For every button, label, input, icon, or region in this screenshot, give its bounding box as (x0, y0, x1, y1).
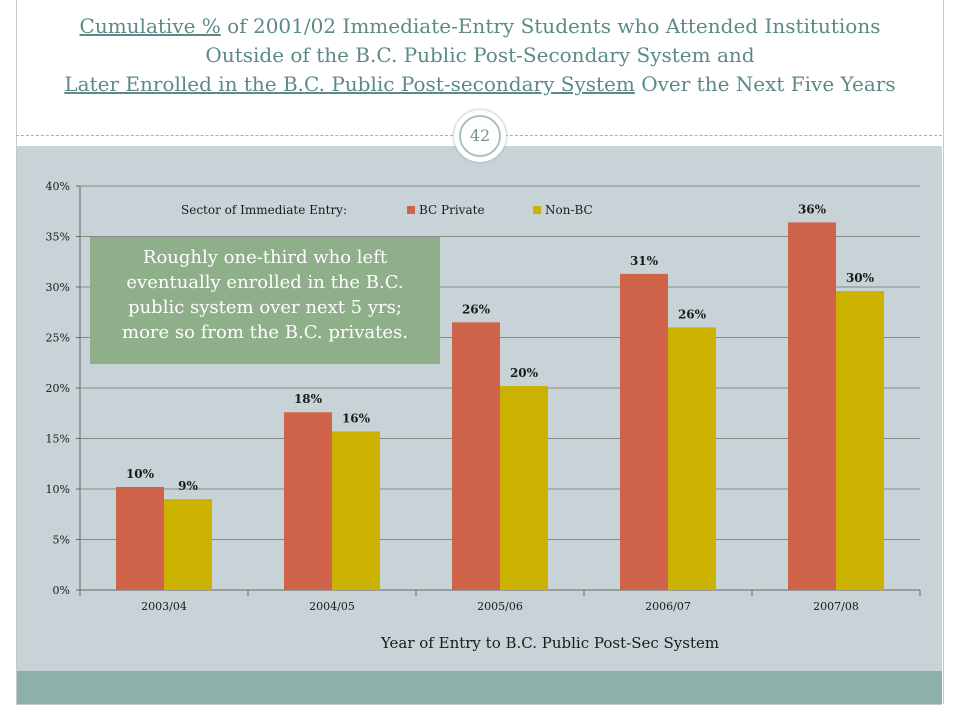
bar-bc-private (788, 222, 836, 591)
footer-bar (17, 671, 942, 704)
data-label-bc-private: 31% (630, 254, 659, 268)
data-label-bc-private: 26% (462, 302, 491, 316)
y-tick-label: 15% (46, 433, 70, 446)
data-label-bc-private: 18% (294, 392, 323, 406)
x-tick-label: 2006/07 (645, 600, 691, 613)
page-number: 42 (459, 115, 501, 157)
y-tick-label: 5% (53, 534, 70, 547)
page-number-badge: 42 (454, 110, 506, 162)
data-label-non-bc: 16% (342, 411, 371, 425)
bar-non-bc (500, 385, 548, 590)
legend-swatch-bc-private (407, 206, 415, 214)
data-label-non-bc: 26% (678, 307, 707, 321)
x-tick-label: 2003/04 (141, 600, 187, 613)
x-tick-label: 2007/08 (813, 600, 859, 613)
bar-bc-private (116, 486, 164, 590)
y-tick-label: 40% (46, 180, 70, 193)
bar-non-bc (836, 291, 884, 590)
callout-line-2: eventually enrolled in the B.C. (126, 272, 404, 293)
data-label-non-bc: 30% (846, 271, 875, 285)
x-tick-label: 2005/06 (477, 600, 523, 613)
slide-title: Cumulative % of 2001/02 Immediate-Entry … (18, 12, 942, 99)
data-label-bc-private: 10% (126, 467, 155, 481)
legend-title: Sector of Immediate Entry: (181, 203, 348, 217)
x-axis-title: Year of Entry to B.C. Public Post-Sec Sy… (380, 634, 720, 652)
callout-line-1: Roughly one-third who left (142, 247, 388, 268)
legend-swatch-non-bc (533, 206, 541, 214)
bar-non-bc (164, 499, 212, 590)
data-label-bc-private: 36% (798, 202, 827, 216)
title-line2: Outside of the B.C. Public Post-Secondar… (205, 43, 755, 67)
y-tick-label: 20% (46, 382, 70, 395)
data-label-non-bc: 20% (510, 366, 539, 380)
bar-non-bc (668, 327, 716, 590)
bar-bc-private (284, 412, 332, 590)
y-tick-label: 0% (53, 584, 70, 597)
title-part2: of 2001/02 Immediate-Entry Students who … (220, 14, 881, 38)
bottom-line (16, 704, 942, 705)
y-tick-label: 35% (46, 231, 70, 244)
callout-line-4: more so from the B.C. privates. (122, 322, 408, 343)
slide-frame (16, 0, 944, 704)
y-tick-label: 10% (46, 483, 70, 496)
title-part3: Later Enrolled in the B.C. Public Post-s… (64, 72, 635, 96)
y-tick-label: 30% (46, 281, 70, 294)
legend-label-non-bc: Non-BC (545, 203, 593, 217)
legend-label-bc-private: BC Private (419, 203, 485, 217)
x-tick-label: 2004/05 (309, 600, 355, 613)
data-label-non-bc: 9% (178, 479, 198, 493)
legend-item-non-bc: Non-BC (533, 203, 593, 217)
callout-line-3: public system over next 5 yrs; (128, 297, 402, 318)
bar-bc-private (620, 273, 668, 590)
callout-box: Roughly one-third who left eventually en… (90, 237, 440, 364)
legend-item-bc-private: BC Private (407, 203, 485, 217)
title-part4: Over the Next Five Years (634, 72, 896, 96)
bar-bc-private (452, 322, 500, 590)
title-part1: Cumulative % (79, 14, 221, 38)
y-tick-label: 25% (46, 332, 70, 345)
bar-non-bc (332, 431, 380, 590)
